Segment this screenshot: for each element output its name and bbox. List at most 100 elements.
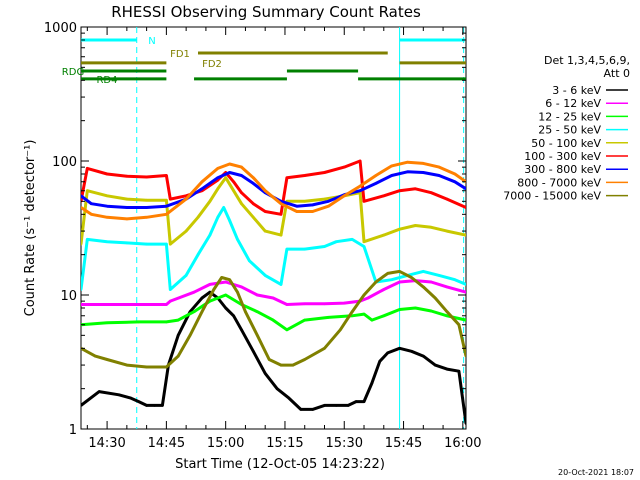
series-9-point: [125, 363, 129, 367]
series-9-point: [398, 270, 401, 273]
series-7-point: [90, 202, 93, 205]
series-5-point: [125, 197, 129, 201]
series-6-point: [362, 200, 366, 203]
series-6-point: [285, 176, 289, 179]
series-2-point: [137, 303, 140, 306]
x-tick-label: 15:45: [385, 436, 422, 451]
series-8-point: [279, 202, 283, 205]
series-5-point: [323, 197, 326, 201]
series-4-point: [303, 247, 307, 251]
series-9-point: [212, 288, 216, 291]
series-8-point: [90, 213, 93, 216]
series-7-point: [358, 189, 362, 192]
series-4-point: [390, 278, 394, 282]
series-4-point: [169, 288, 172, 291]
series-6-point: [86, 167, 89, 170]
y-tick-label: 1: [69, 423, 77, 438]
series-9-point: [279, 363, 283, 367]
series-2-point: [165, 303, 168, 306]
series-line-5: [81, 176, 466, 246]
series-3-point: [429, 309, 433, 313]
series-7-point: [125, 206, 129, 209]
series-3-point: [285, 328, 289, 332]
series-3-point: [445, 314, 449, 318]
series-4-point: [216, 216, 220, 219]
series-3-point: [382, 314, 386, 318]
series-5-point: [216, 187, 220, 191]
series-3-point: [464, 318, 466, 322]
series-9-point: [339, 328, 342, 332]
series-7-point: [374, 182, 378, 185]
series-8-point: [390, 164, 394, 168]
series-5-point: [224, 176, 227, 179]
series-8-point: [437, 165, 441, 169]
series-9-point: [105, 358, 109, 361]
series-8-point: [406, 160, 409, 164]
series-5-point: [263, 229, 267, 233]
series-3-point: [105, 321, 109, 325]
annotation-label-rd4: RD4: [96, 75, 117, 86]
series-2-point: [255, 293, 259, 297]
series-line-4: [81, 206, 466, 291]
series-8-point: [358, 184, 362, 188]
series-1-point: [335, 404, 338, 407]
series-4-point: [184, 274, 188, 277]
series-1-point: [137, 400, 140, 403]
series-2-point: [271, 296, 275, 300]
series-3-point: [165, 320, 168, 324]
series-2-point: [303, 302, 307, 306]
series-9-point: [422, 285, 425, 289]
series-5-point: [184, 229, 188, 233]
series-7-point: [422, 171, 425, 174]
series-6-point: [445, 197, 449, 201]
series-5-point: [252, 216, 255, 219]
series-9-point: [410, 276, 413, 279]
series-8-point: [263, 189, 267, 192]
series-line-6: [81, 159, 466, 216]
series-7-point: [228, 171, 231, 174]
series-6-point: [169, 197, 172, 201]
chart-title: RHESSI Observing Summary Count Rates: [111, 3, 421, 21]
series-9-point: [362, 293, 366, 297]
legend-label: 7000 - 15000 keV: [503, 190, 601, 203]
series-2-point: [464, 290, 466, 294]
annotation-label-fd2: FD2: [202, 59, 222, 70]
series-line-9: [81, 269, 466, 369]
series-5-point: [279, 233, 283, 237]
series-5-point: [303, 200, 307, 203]
series-9-point: [303, 358, 307, 361]
series-4-point: [236, 238, 239, 241]
series-4-point: [125, 241, 129, 245]
series-1-point: [200, 296, 204, 300]
series-8-point: [184, 197, 188, 201]
series-5-point: [169, 242, 172, 246]
series-1-point: [153, 404, 156, 407]
legend-label: 100 - 300 keV: [524, 150, 601, 163]
series-5-point: [429, 226, 433, 229]
series-8-point: [343, 194, 346, 198]
series-1-point: [299, 408, 303, 411]
series-3-point: [137, 320, 140, 324]
series-6-point: [429, 191, 433, 194]
series-3-point: [327, 316, 330, 319]
series-3-point: [176, 318, 180, 322]
series-7-point: [252, 182, 255, 185]
series-7-point: [437, 174, 441, 177]
series-8-point: [228, 162, 231, 166]
series-5-point: [196, 216, 200, 219]
series-5-point: [398, 227, 401, 231]
series-7-point: [406, 170, 409, 174]
series-8-point: [81, 206, 83, 209]
annotation-label-rdg: RDG: [62, 67, 84, 78]
series-3-point: [255, 310, 259, 314]
series-1-point: [240, 328, 243, 332]
series-7-point: [295, 204, 299, 208]
y-tick-label: 100: [52, 155, 77, 170]
legend-label: 50 - 100 keV: [531, 137, 601, 150]
series-1-point: [346, 404, 350, 407]
series-7-point: [311, 203, 314, 207]
series-9-point: [165, 365, 168, 369]
series-7-point: [200, 187, 204, 191]
series-4-point: [165, 242, 168, 246]
series-7-point: [464, 187, 466, 191]
